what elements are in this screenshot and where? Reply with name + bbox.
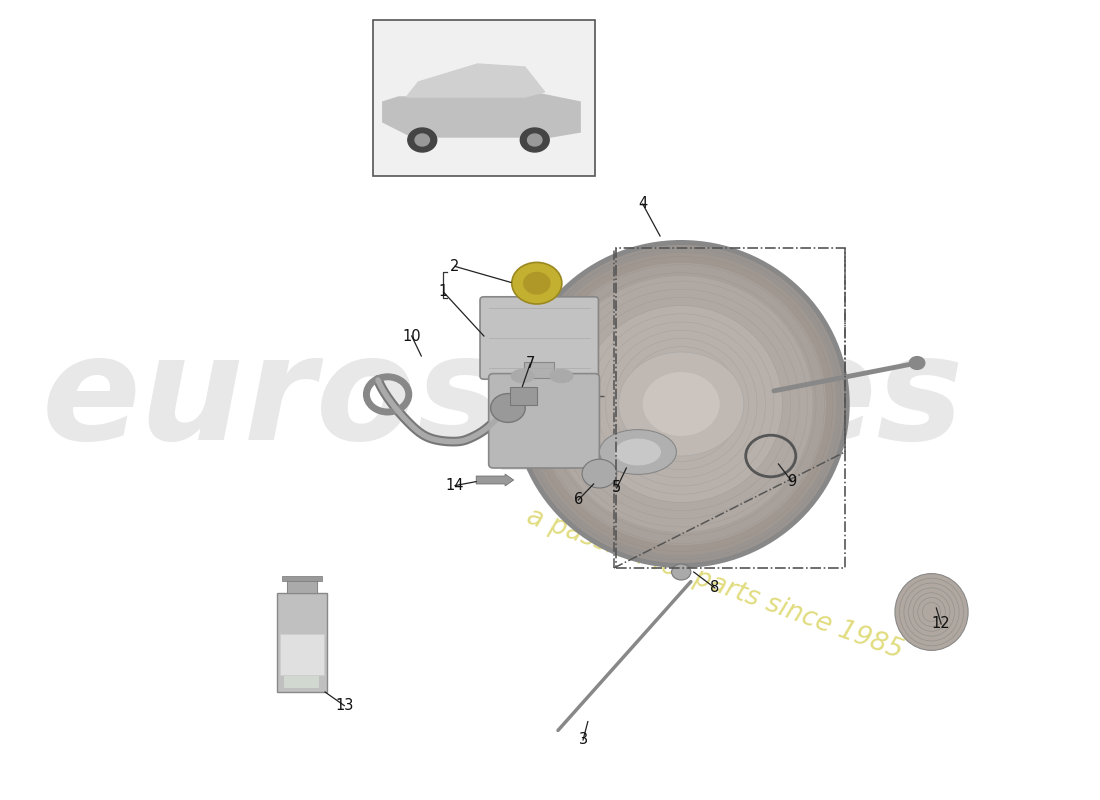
Text: 12: 12 xyxy=(932,617,950,631)
FancyBboxPatch shape xyxy=(480,297,598,379)
Ellipse shape xyxy=(526,253,836,555)
Circle shape xyxy=(582,459,617,488)
Circle shape xyxy=(528,134,542,146)
Text: 9: 9 xyxy=(788,474,796,489)
Polygon shape xyxy=(407,64,544,97)
Ellipse shape xyxy=(600,430,676,474)
Ellipse shape xyxy=(518,245,845,563)
Circle shape xyxy=(512,262,562,304)
Bar xyxy=(287,579,317,594)
Text: 2: 2 xyxy=(450,259,460,274)
Bar xyxy=(616,248,845,568)
Circle shape xyxy=(618,352,744,456)
Ellipse shape xyxy=(513,240,849,568)
Bar xyxy=(373,20,595,176)
Ellipse shape xyxy=(615,438,661,466)
Circle shape xyxy=(415,134,429,146)
Text: 10: 10 xyxy=(403,329,421,343)
Text: 4: 4 xyxy=(638,197,647,211)
Text: eurospares: eurospares xyxy=(42,330,965,470)
Text: 8: 8 xyxy=(711,581,719,595)
FancyBboxPatch shape xyxy=(488,374,600,468)
Bar xyxy=(510,387,537,405)
Bar xyxy=(524,362,554,378)
Ellipse shape xyxy=(580,306,782,502)
Ellipse shape xyxy=(510,369,535,383)
Polygon shape xyxy=(383,92,580,137)
Circle shape xyxy=(672,564,691,580)
Circle shape xyxy=(408,128,437,152)
Bar xyxy=(277,594,327,692)
Ellipse shape xyxy=(550,276,813,532)
Text: 13: 13 xyxy=(336,698,353,713)
Bar xyxy=(282,576,322,581)
Circle shape xyxy=(520,128,549,152)
Text: 14: 14 xyxy=(446,478,464,493)
FancyArrow shape xyxy=(476,474,514,486)
Text: a passion for parts since 1985: a passion for parts since 1985 xyxy=(524,504,906,664)
Text: 5: 5 xyxy=(612,481,621,495)
Text: 6: 6 xyxy=(573,493,583,507)
Bar xyxy=(285,676,319,688)
Bar xyxy=(279,634,324,674)
Circle shape xyxy=(642,372,719,436)
Circle shape xyxy=(910,357,925,370)
Ellipse shape xyxy=(895,574,968,650)
Circle shape xyxy=(524,272,551,294)
Circle shape xyxy=(491,394,526,422)
Text: 1: 1 xyxy=(439,285,448,299)
Text: 7: 7 xyxy=(526,357,535,371)
Text: 3: 3 xyxy=(579,733,587,747)
Ellipse shape xyxy=(537,263,826,545)
Ellipse shape xyxy=(549,369,573,383)
